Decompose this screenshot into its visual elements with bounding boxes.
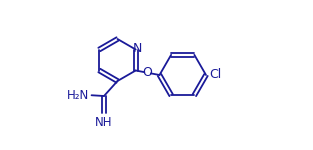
Text: N: N — [133, 42, 143, 54]
Text: H₂N: H₂N — [67, 89, 89, 102]
Text: Cl: Cl — [210, 69, 222, 81]
Text: O: O — [143, 66, 152, 79]
Text: NH: NH — [95, 116, 113, 129]
